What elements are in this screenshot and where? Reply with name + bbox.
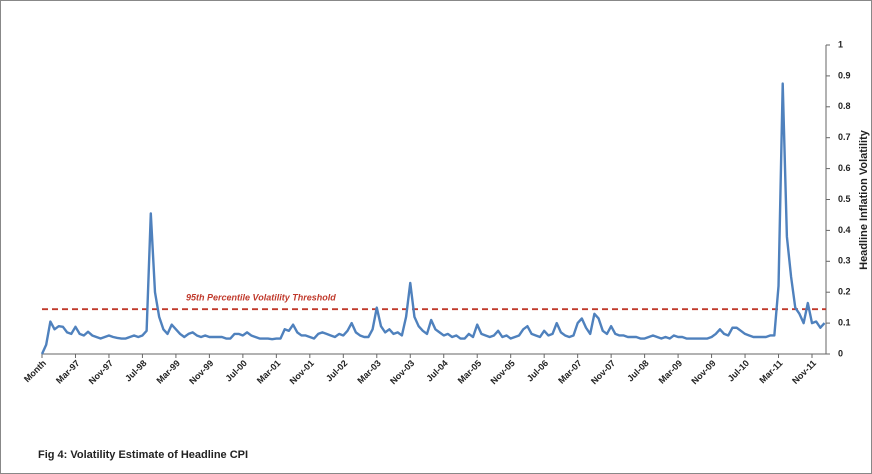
y-tick-label: 0.6 [838,163,851,173]
y-tick-label: 0.1 [838,317,851,327]
y-tick-label: 0.9 [838,70,851,80]
y-tick-label: 0.4 [838,225,851,235]
y-tick-label: 0.7 [838,132,851,142]
y-tick-label: 0.5 [838,194,851,204]
y-tick-label: 0.3 [838,256,851,266]
caption: Fig 4: Volatility Estimate of Headline C… [38,449,248,461]
threshold-label: 95th Percentile Volatility Threshold [186,293,336,303]
y-axis-label: Headline Inflation Volatility [858,129,870,270]
series-line [40,82,826,355]
y-tick-label: 0.2 [838,287,851,297]
y-tick-label: 0 [838,348,843,358]
y-tick-label: 0.8 [838,101,851,111]
y-tick-label: 1 [838,39,843,49]
